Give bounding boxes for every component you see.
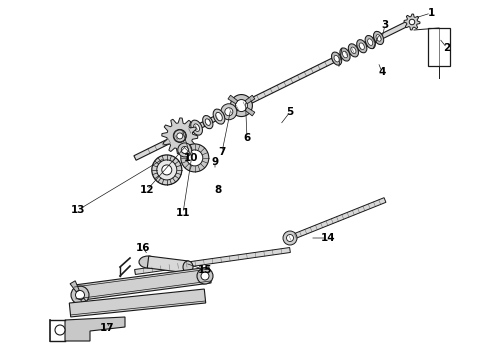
Text: 16: 16: [136, 243, 150, 253]
Circle shape: [177, 133, 183, 139]
Text: 12: 12: [140, 185, 154, 195]
Circle shape: [162, 165, 172, 175]
Ellipse shape: [216, 112, 222, 121]
Polygon shape: [245, 107, 255, 116]
Polygon shape: [74, 267, 211, 301]
Ellipse shape: [203, 116, 213, 129]
Text: 10: 10: [184, 153, 198, 163]
Circle shape: [181, 147, 188, 153]
Polygon shape: [404, 14, 420, 30]
Ellipse shape: [205, 119, 210, 125]
Ellipse shape: [213, 109, 225, 124]
Ellipse shape: [359, 43, 365, 50]
Text: 9: 9: [212, 157, 219, 167]
Ellipse shape: [348, 44, 359, 57]
Circle shape: [178, 143, 192, 157]
Ellipse shape: [340, 48, 350, 61]
Circle shape: [75, 291, 84, 300]
Circle shape: [201, 272, 209, 280]
Text: 17: 17: [99, 323, 114, 333]
Circle shape: [283, 231, 297, 245]
Bar: [428, 28, 450, 66]
Text: 13: 13: [71, 205, 85, 215]
Polygon shape: [162, 118, 198, 154]
Circle shape: [181, 144, 209, 172]
Text: 14: 14: [320, 233, 335, 243]
Polygon shape: [134, 18, 416, 160]
Circle shape: [230, 95, 252, 117]
Circle shape: [152, 155, 182, 185]
Circle shape: [71, 286, 89, 304]
Polygon shape: [245, 95, 255, 104]
Polygon shape: [228, 107, 238, 116]
Text: 11: 11: [176, 208, 190, 218]
Text: 5: 5: [286, 107, 294, 117]
Ellipse shape: [351, 47, 356, 54]
Ellipse shape: [376, 35, 381, 41]
Polygon shape: [147, 256, 189, 273]
Polygon shape: [69, 289, 206, 317]
Ellipse shape: [373, 31, 384, 45]
Polygon shape: [65, 317, 125, 341]
Ellipse shape: [139, 256, 157, 268]
Text: 3: 3: [381, 20, 389, 30]
Circle shape: [235, 100, 247, 112]
Circle shape: [55, 325, 65, 335]
Polygon shape: [135, 248, 291, 274]
Polygon shape: [289, 198, 386, 240]
Circle shape: [197, 268, 213, 284]
Ellipse shape: [334, 55, 339, 62]
Circle shape: [287, 234, 294, 242]
Circle shape: [225, 108, 233, 116]
Polygon shape: [228, 95, 238, 104]
Text: 4: 4: [378, 67, 386, 77]
Ellipse shape: [368, 39, 373, 45]
Ellipse shape: [365, 36, 375, 49]
Ellipse shape: [183, 261, 193, 273]
Text: 8: 8: [215, 185, 221, 195]
Polygon shape: [81, 298, 90, 309]
Circle shape: [187, 150, 203, 166]
Circle shape: [409, 19, 415, 25]
Polygon shape: [70, 281, 79, 292]
Circle shape: [173, 130, 186, 143]
Text: 2: 2: [443, 43, 451, 53]
Text: 15: 15: [198, 265, 212, 275]
Text: 6: 6: [244, 133, 250, 143]
Circle shape: [221, 104, 237, 120]
Ellipse shape: [357, 40, 367, 53]
Ellipse shape: [194, 124, 199, 131]
Text: 7: 7: [219, 147, 226, 157]
Circle shape: [174, 130, 186, 142]
Circle shape: [157, 160, 177, 180]
Ellipse shape: [332, 52, 342, 65]
Ellipse shape: [191, 120, 202, 135]
Ellipse shape: [343, 51, 347, 58]
Text: 1: 1: [427, 8, 435, 18]
